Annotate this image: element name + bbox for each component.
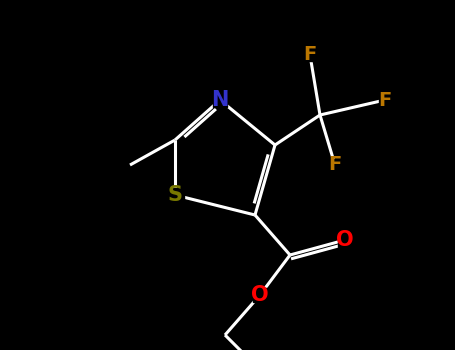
Text: F: F xyxy=(303,46,317,64)
Text: F: F xyxy=(379,91,392,110)
Text: N: N xyxy=(211,90,229,110)
Text: S: S xyxy=(167,185,182,205)
Bar xyxy=(338,233,352,247)
Bar xyxy=(329,159,341,171)
Text: O: O xyxy=(251,285,269,305)
Bar xyxy=(166,188,184,202)
Bar xyxy=(304,49,316,61)
Text: F: F xyxy=(329,155,342,175)
Bar xyxy=(213,93,227,107)
Text: O: O xyxy=(336,230,354,250)
Bar xyxy=(379,94,391,106)
Bar xyxy=(253,288,267,302)
